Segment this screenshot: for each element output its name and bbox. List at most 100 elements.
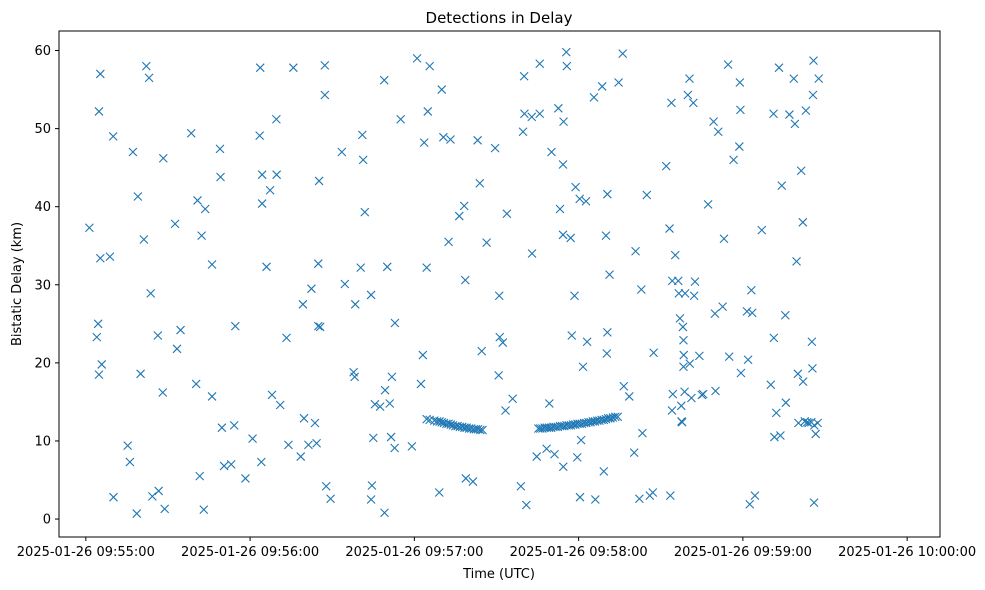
data-point — [367, 481, 377, 490]
data-point — [132, 509, 142, 518]
data-point — [678, 322, 688, 332]
data-point — [84, 223, 94, 233]
data-point — [582, 337, 592, 347]
data-point — [750, 491, 760, 501]
data-point — [304, 440, 313, 450]
data-point — [158, 388, 168, 397]
data-point — [519, 71, 529, 81]
data-point — [516, 481, 526, 491]
data-point — [356, 263, 366, 272]
data-point — [769, 333, 779, 343]
data-point — [718, 302, 728, 312]
data-point — [423, 107, 433, 116]
data-point — [477, 346, 487, 356]
y-tick-label: 30 — [34, 278, 51, 293]
data-point — [256, 457, 266, 467]
data-point — [109, 492, 118, 502]
x-tick-label: 2025-01-26 09:57:00 — [345, 545, 483, 560]
y-axis-label: Bistatic Delay (km) — [10, 222, 25, 346]
data-point — [597, 82, 607, 91]
data-point — [601, 231, 611, 240]
data-point — [97, 360, 107, 369]
data-point — [572, 452, 582, 462]
data-point — [688, 98, 698, 108]
x-tick-label: 2025-01-26 09:56:00 — [181, 545, 319, 560]
data-point — [785, 110, 794, 119]
x-tick-label: 2025-01-26 09:58:00 — [510, 545, 648, 560]
data-point — [460, 275, 470, 285]
data-point — [547, 147, 556, 157]
data-point — [320, 60, 330, 70]
data-point — [123, 441, 133, 451]
data-point — [412, 53, 422, 63]
data-point — [475, 178, 485, 188]
data-point — [667, 406, 677, 415]
data-point — [558, 230, 568, 240]
data-point — [679, 335, 688, 345]
data-point — [272, 170, 282, 180]
data-point — [673, 276, 683, 286]
data-point — [257, 199, 267, 208]
data-point — [437, 417, 447, 427]
data-point — [158, 153, 168, 163]
data-point — [193, 196, 202, 205]
data-point — [108, 132, 118, 141]
data-point — [520, 109, 529, 119]
data-point — [422, 414, 432, 424]
data-point — [153, 331, 163, 340]
data-point — [444, 237, 453, 247]
data-point — [638, 428, 647, 438]
data-point — [459, 201, 469, 211]
data-point — [685, 74, 694, 84]
data-point — [357, 130, 367, 140]
data-point — [321, 481, 331, 491]
data-point — [191, 379, 201, 389]
data-point — [299, 413, 309, 423]
data-point — [216, 172, 225, 182]
data-point — [494, 291, 504, 301]
data-point — [418, 350, 428, 360]
data-point — [241, 474, 250, 483]
data-point — [729, 155, 738, 165]
data-point — [508, 394, 518, 404]
data-point — [789, 74, 799, 84]
data-point — [128, 147, 138, 157]
data-point — [709, 117, 718, 126]
data-point — [94, 107, 104, 116]
data-point — [794, 418, 803, 428]
data-point — [473, 135, 482, 145]
data-point — [599, 467, 609, 476]
data-point — [314, 176, 324, 186]
data-point — [771, 408, 781, 418]
data-point — [679, 350, 689, 360]
data-point — [419, 138, 429, 148]
data-point — [386, 432, 396, 442]
data-point — [425, 61, 435, 71]
data-point — [257, 170, 267, 180]
data-point — [742, 306, 752, 316]
data-point — [197, 231, 207, 240]
data-point — [605, 270, 614, 280]
data-point — [375, 402, 385, 411]
data-point — [809, 498, 819, 508]
data-point — [735, 78, 745, 87]
data-point — [567, 331, 577, 340]
chart-title: Detections in Delay — [426, 9, 573, 27]
data-point — [312, 438, 322, 448]
data-point — [475, 425, 485, 435]
data-point — [446, 135, 455, 144]
data-point — [358, 155, 368, 165]
data-point — [807, 337, 817, 347]
data-point — [226, 459, 236, 469]
data-point — [734, 142, 744, 151]
data-point — [154, 486, 164, 496]
data-point — [808, 363, 817, 373]
data-point — [313, 259, 323, 269]
data-point — [307, 284, 316, 294]
data-point — [288, 63, 298, 73]
data-point — [578, 362, 588, 372]
y-axis: 0 10 20 30 40 50 60 — [34, 44, 59, 528]
data-point — [683, 90, 693, 100]
data-point — [215, 144, 225, 154]
data-point — [668, 389, 678, 399]
